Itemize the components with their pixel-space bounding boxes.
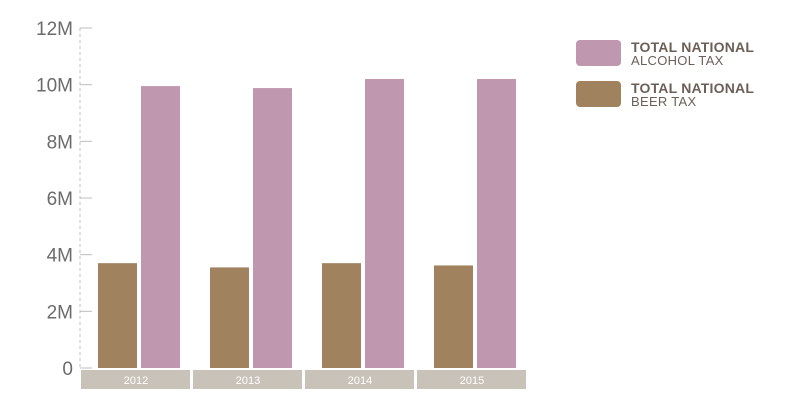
y-tick-label: 8M <box>47 132 73 153</box>
legend-sub-alcohol-tax: ALCOHOL TAX <box>631 53 724 68</box>
y-tick-label: 6M <box>47 189 73 210</box>
legend: TOTAL NATIONAL ALCOHOL TAX TOTAL NATIONA… <box>576 40 754 122</box>
category-label: 2012 <box>124 375 148 387</box>
bar-beer-tax-2014 <box>322 263 361 368</box>
y-tick-label: 4M <box>47 246 73 267</box>
bar-beer-tax-2015 <box>434 265 473 368</box>
legend-item-beer-tax: TOTAL NATIONAL BEER TAX <box>576 81 754 109</box>
y-axis: 0 2M 4M 6M 8M 10M 12M <box>36 19 92 380</box>
category-band <box>305 370 414 389</box>
category-band <box>81 370 190 389</box>
legend-title-beer-tax: TOTAL NATIONAL <box>631 80 755 96</box>
category-label: 2013 <box>236 375 260 387</box>
y-tick-label: 0 <box>62 359 73 380</box>
bar-beer-tax-2012 <box>98 263 137 368</box>
bar-beer-tax-2013 <box>210 267 249 368</box>
category-axis: 2012 2013 2014 2015 <box>81 370 526 389</box>
category-band <box>417 370 526 389</box>
legend-swatch-alcohol-tax <box>576 40 621 66</box>
bar-alcohol-tax-2012 <box>141 86 180 368</box>
bars <box>98 79 516 369</box>
bar-alcohol-tax-2014 <box>365 79 404 368</box>
bar-alcohol-tax-2013 <box>253 88 292 369</box>
y-tick-label: 10M <box>36 76 73 97</box>
bar-alcohol-tax-2015 <box>477 79 516 368</box>
legend-title-alcohol-tax: TOTAL NATIONAL <box>631 39 755 55</box>
y-tick-label: 12M <box>36 19 73 40</box>
y-tick-label: 2M <box>47 302 73 323</box>
legend-item-alcohol-tax: TOTAL NATIONAL ALCOHOL TAX <box>576 40 754 68</box>
legend-swatch-beer-tax <box>576 81 621 107</box>
legend-sub-beer-tax: BEER TAX <box>631 94 697 109</box>
category-label: 2015 <box>460 375 484 387</box>
category-label: 2014 <box>348 375 372 387</box>
category-band <box>193 370 302 389</box>
